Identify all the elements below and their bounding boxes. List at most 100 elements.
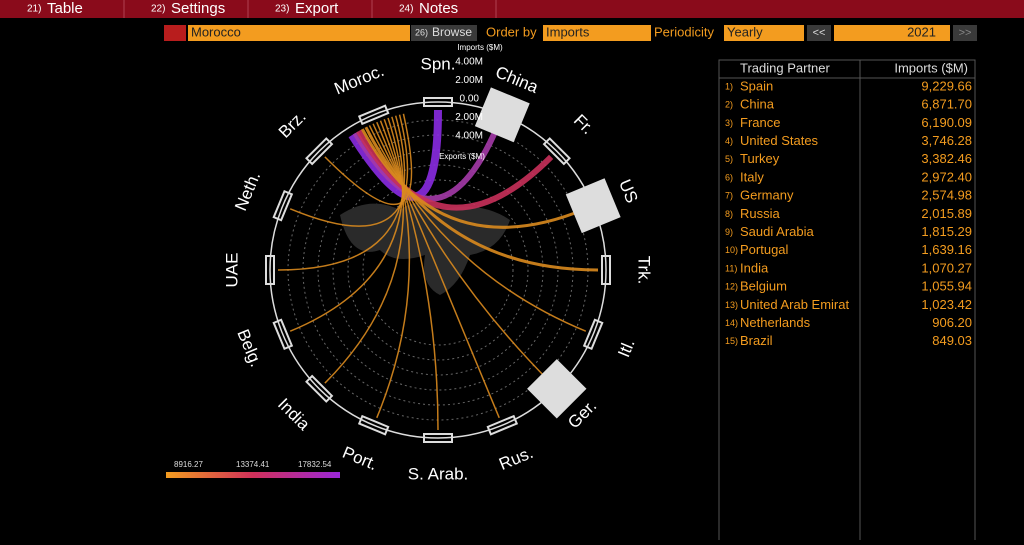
partner-label: Itl. bbox=[614, 336, 638, 360]
partner-label: Fr. bbox=[570, 111, 597, 138]
scale-title: Imports ($M) bbox=[457, 43, 503, 52]
chord bbox=[277, 115, 406, 271]
legend-label: 8916.27 bbox=[174, 460, 203, 469]
chord bbox=[379, 120, 439, 431]
row-partner: Turkey bbox=[740, 151, 780, 166]
partner-label: Moroc. bbox=[332, 61, 387, 98]
tab-num[interactable]: 21) bbox=[27, 4, 41, 15]
flag bbox=[164, 25, 186, 41]
row-value: 1,639.16 bbox=[921, 242, 972, 257]
periodicity-field[interactable] bbox=[724, 25, 804, 41]
row-rank: 11) bbox=[725, 263, 737, 273]
country: Morocco bbox=[191, 24, 241, 39]
chord bbox=[376, 121, 500, 419]
world-map bbox=[340, 202, 510, 295]
row-value: 1,070.27 bbox=[921, 260, 972, 275]
next-button[interactable] bbox=[953, 25, 977, 41]
segment-box bbox=[272, 318, 294, 351]
segment-box bbox=[565, 178, 621, 234]
segment-box bbox=[542, 137, 571, 166]
row-value: 3,746.28 bbox=[921, 133, 972, 148]
year-field[interactable] bbox=[834, 25, 950, 41]
tab-num[interactable]: 24) bbox=[399, 4, 413, 15]
row-partner: United Arab Emirat bbox=[740, 297, 849, 312]
segment-box bbox=[357, 414, 390, 436]
row-value: 6,871.70 bbox=[921, 97, 972, 112]
partner-label: S. Arab. bbox=[408, 464, 468, 483]
segment-box bbox=[474, 87, 530, 143]
row-partner: China bbox=[740, 97, 775, 112]
tab-label: Table bbox=[47, 0, 83, 17]
chord bbox=[360, 128, 587, 229]
chord bbox=[364, 126, 599, 272]
legend-bar bbox=[166, 472, 340, 478]
periodicity-label: Periodicity bbox=[654, 24, 714, 39]
partner-label: Brz. bbox=[275, 107, 310, 142]
scale-title: Exports ($M) bbox=[439, 152, 485, 161]
row-value: 1,023.42 bbox=[921, 297, 972, 312]
col-header: Trading Partner bbox=[740, 60, 831, 75]
row-value: 1,815.29 bbox=[921, 224, 972, 239]
segment-box bbox=[527, 359, 587, 419]
partner-label: UAE bbox=[222, 253, 241, 288]
chord bbox=[376, 119, 411, 419]
tab-label: Export bbox=[295, 0, 339, 17]
segment-box bbox=[423, 433, 453, 443]
year: 2021 bbox=[907, 24, 936, 39]
row-rank: 10) bbox=[725, 245, 738, 255]
chord bbox=[289, 114, 409, 227]
row-rank: 4) bbox=[725, 136, 733, 146]
row-partner: Germany bbox=[740, 188, 794, 203]
chord bbox=[356, 129, 554, 211]
row-rank: 6) bbox=[725, 172, 733, 182]
row-partner: India bbox=[740, 260, 769, 275]
grid-ring bbox=[362, 194, 514, 346]
browse-num: 26) bbox=[415, 27, 428, 37]
row-value: 2,972.40 bbox=[921, 169, 972, 184]
order-label: Order by bbox=[486, 24, 537, 39]
row-partner: Spain bbox=[740, 78, 773, 93]
segment-box bbox=[305, 137, 334, 166]
tab-num[interactable]: 23) bbox=[275, 4, 289, 15]
browse-button[interactable] bbox=[411, 25, 477, 41]
row-rank: 13) bbox=[725, 300, 738, 310]
row-partner: Italy bbox=[740, 169, 764, 184]
segment-box bbox=[357, 104, 390, 126]
order-field[interactable] bbox=[543, 25, 651, 41]
row-rank: 8) bbox=[725, 209, 733, 219]
country-field[interactable] bbox=[188, 25, 410, 41]
segment-box bbox=[423, 97, 453, 107]
tab-num[interactable]: 22) bbox=[151, 4, 165, 15]
row-partner: Belgium bbox=[740, 279, 787, 294]
row-partner: Russia bbox=[740, 206, 781, 221]
partner-label: Rus. bbox=[496, 443, 536, 474]
legend-label: 17832.54 bbox=[298, 460, 332, 469]
legend-label: 13374.41 bbox=[236, 460, 270, 469]
periodicity: Yearly bbox=[727, 24, 763, 39]
row-value: 2,015.89 bbox=[921, 206, 972, 221]
col-header: Imports ($M) bbox=[894, 60, 968, 75]
segment-box bbox=[265, 255, 275, 285]
segment-box bbox=[486, 414, 519, 436]
prev-button[interactable] bbox=[807, 25, 831, 41]
segment-box bbox=[305, 374, 334, 403]
scale-tick: 2.00M bbox=[455, 75, 483, 86]
grid-ring bbox=[332, 164, 544, 376]
partner-label: US bbox=[615, 177, 642, 206]
partner-label: India bbox=[274, 394, 314, 434]
row-partner: Portugal bbox=[740, 242, 789, 257]
segment-box bbox=[582, 318, 604, 351]
row-partner: Brazil bbox=[740, 333, 773, 348]
next: >> bbox=[959, 27, 972, 39]
chord bbox=[368, 125, 587, 332]
row-value: 3,382.46 bbox=[921, 151, 972, 166]
grid-ring bbox=[347, 179, 529, 361]
scale-tick: 2.00M bbox=[455, 112, 483, 123]
scale-tick: 4.00M bbox=[455, 131, 483, 142]
row-rank: 3) bbox=[725, 118, 733, 128]
chord bbox=[324, 117, 404, 384]
segment-box bbox=[601, 255, 611, 285]
partner-label: Belg. bbox=[233, 327, 265, 370]
